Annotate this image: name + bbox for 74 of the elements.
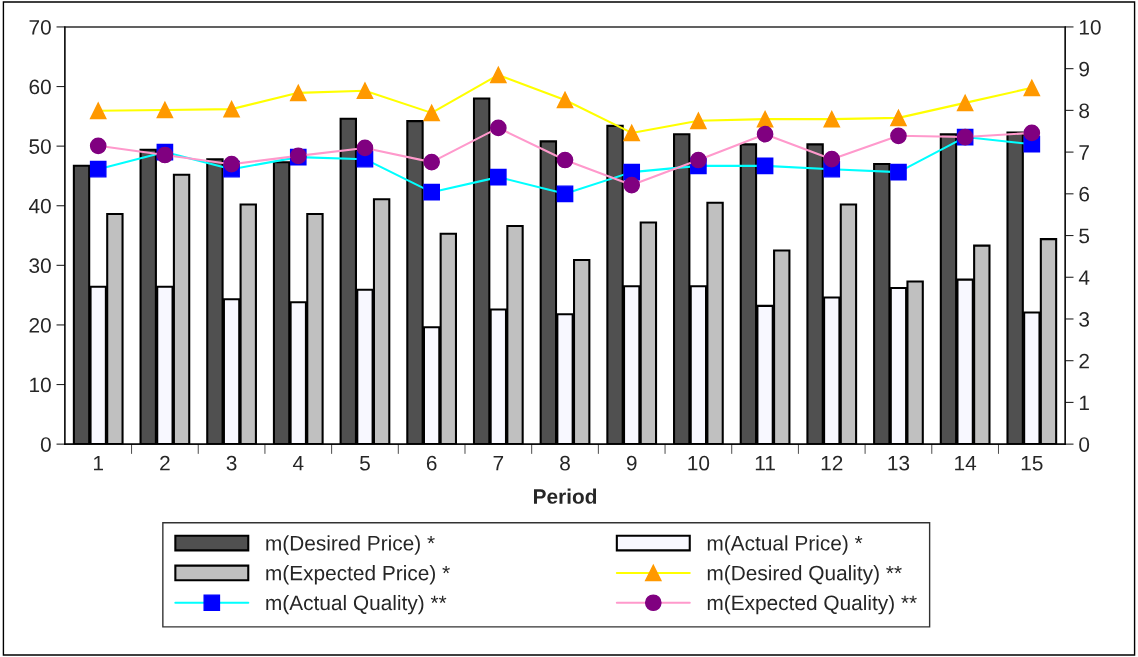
x-tick-label: 12 [821, 455, 843, 471]
point [489, 168, 507, 186]
point [956, 94, 974, 112]
y2-tick-label: 6 [1079, 186, 1090, 202]
point [890, 127, 907, 145]
legend-label: m(Desired Quality) ** [707, 565, 902, 585]
point [623, 124, 641, 142]
point [690, 151, 707, 169]
point [89, 102, 107, 120]
point [890, 163, 907, 181]
y-tick-label: 10 [30, 377, 51, 393]
y-tick-label: 60 [29, 79, 51, 95]
x-tick-label: 15 [1021, 456, 1043, 471]
x-tick-label: 2 [160, 455, 170, 471]
y2-tick-label: 1 [1079, 395, 1089, 410]
point [556, 185, 574, 203]
legend-label: m(Actual Price) * [707, 535, 863, 555]
y2-tick-label: 8 [1079, 103, 1090, 119]
point [423, 153, 440, 171]
point [289, 84, 307, 102]
point [423, 183, 440, 201]
x-tick-label: 13 [888, 455, 910, 471]
x-tick-label: 10 [688, 455, 710, 471]
point [756, 157, 774, 175]
point [623, 176, 641, 194]
point [690, 112, 707, 130]
y2-tick-label: 4 [1078, 270, 1090, 285]
x-tick-label: 9 [626, 455, 637, 471]
x-tick-label: 7 [493, 456, 504, 471]
x-axis-title: Period [534, 488, 597, 504]
y-tick-label: 0 [40, 437, 51, 452]
y-tick-label: 20 [29, 317, 51, 333]
point [489, 66, 507, 84]
point [756, 125, 774, 143]
x-tick-label: 1 [94, 456, 103, 471]
y2-tick-label: 7 [1079, 145, 1089, 160]
x-tick-label: 4 [292, 456, 304, 471]
point [156, 101, 174, 119]
point [1023, 79, 1041, 97]
y2-tick-label: 9 [1079, 61, 1089, 77]
y2-tick-label: 0 [1079, 437, 1090, 452]
point [890, 109, 907, 127]
point [89, 160, 107, 178]
point [356, 139, 374, 157]
x-tick-label: 11 [755, 456, 775, 471]
y-tick-label: 70 [29, 19, 51, 35]
point [356, 82, 374, 100]
point [223, 155, 240, 173]
legend-label: m(Actual Quality) ** [266, 594, 447, 615]
y2-tick-label: 2 [1079, 353, 1089, 369]
y-tick-label: 50 [29, 139, 51, 154]
x-tick-label: 14 [955, 456, 977, 471]
x-tick-label: 8 [560, 455, 570, 471]
y2-tick-label: 5 [1079, 228, 1090, 244]
point [1023, 124, 1041, 142]
point [423, 104, 440, 122]
point [89, 137, 107, 155]
y2-tick-label: 10 [1079, 19, 1101, 35]
x-tick-label: 3 [226, 455, 237, 471]
y-tick-label: 30 [29, 258, 51, 274]
x-tick-label: 6 [426, 455, 437, 471]
legend-label: m(Expected Price) * [266, 565, 450, 585]
legend-label: m(Desired Price) * [266, 535, 435, 555]
legend-label: m(Expected Quality) ** [707, 594, 917, 615]
y2-tick-label: 3 [1079, 311, 1090, 327]
point [556, 91, 574, 109]
x-tick-label: 5 [360, 456, 370, 471]
point [823, 150, 841, 168]
point [556, 151, 574, 169]
point [489, 119, 507, 137]
y-tick-label: 40 [28, 198, 51, 214]
point [823, 110, 841, 128]
point [223, 100, 240, 118]
point [756, 110, 774, 128]
